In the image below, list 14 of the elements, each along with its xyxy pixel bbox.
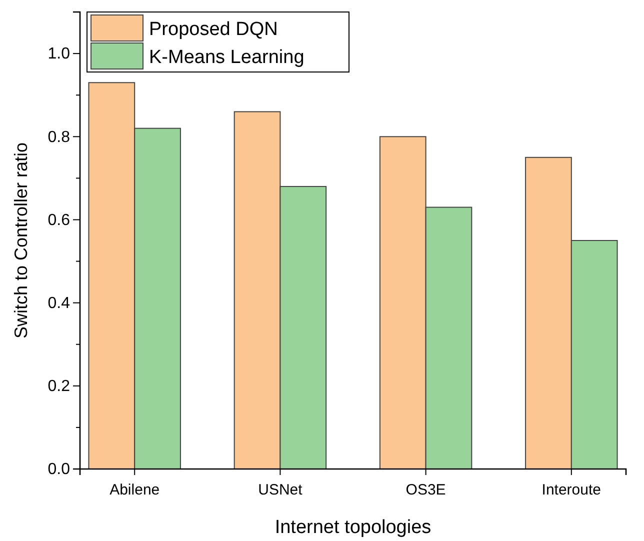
- x-tick-label: USNet: [258, 482, 304, 498]
- x-axis-title: Internet topologies: [274, 517, 432, 538]
- text: 0.0: [48, 461, 70, 478]
- y-tick-label: 0.4: [48, 294, 70, 312]
- y-tick-label: 0.6: [48, 212, 70, 229]
- y-axis-title: Switch to Controller ratio: [11, 142, 31, 339]
- legend-label: Proposed DQN: [149, 19, 278, 40]
- y-tick-label: 0.8: [48, 128, 70, 146]
- x-tick-label: Interoute: [542, 482, 602, 498]
- legend-label: K-Means Learning: [149, 47, 304, 68]
- y-tick-label: 0.2: [48, 378, 70, 396]
- x-tick-label: Abilene: [110, 482, 160, 498]
- text: 1.0: [48, 46, 70, 63]
- x-tick-label: OS3E: [406, 482, 446, 498]
